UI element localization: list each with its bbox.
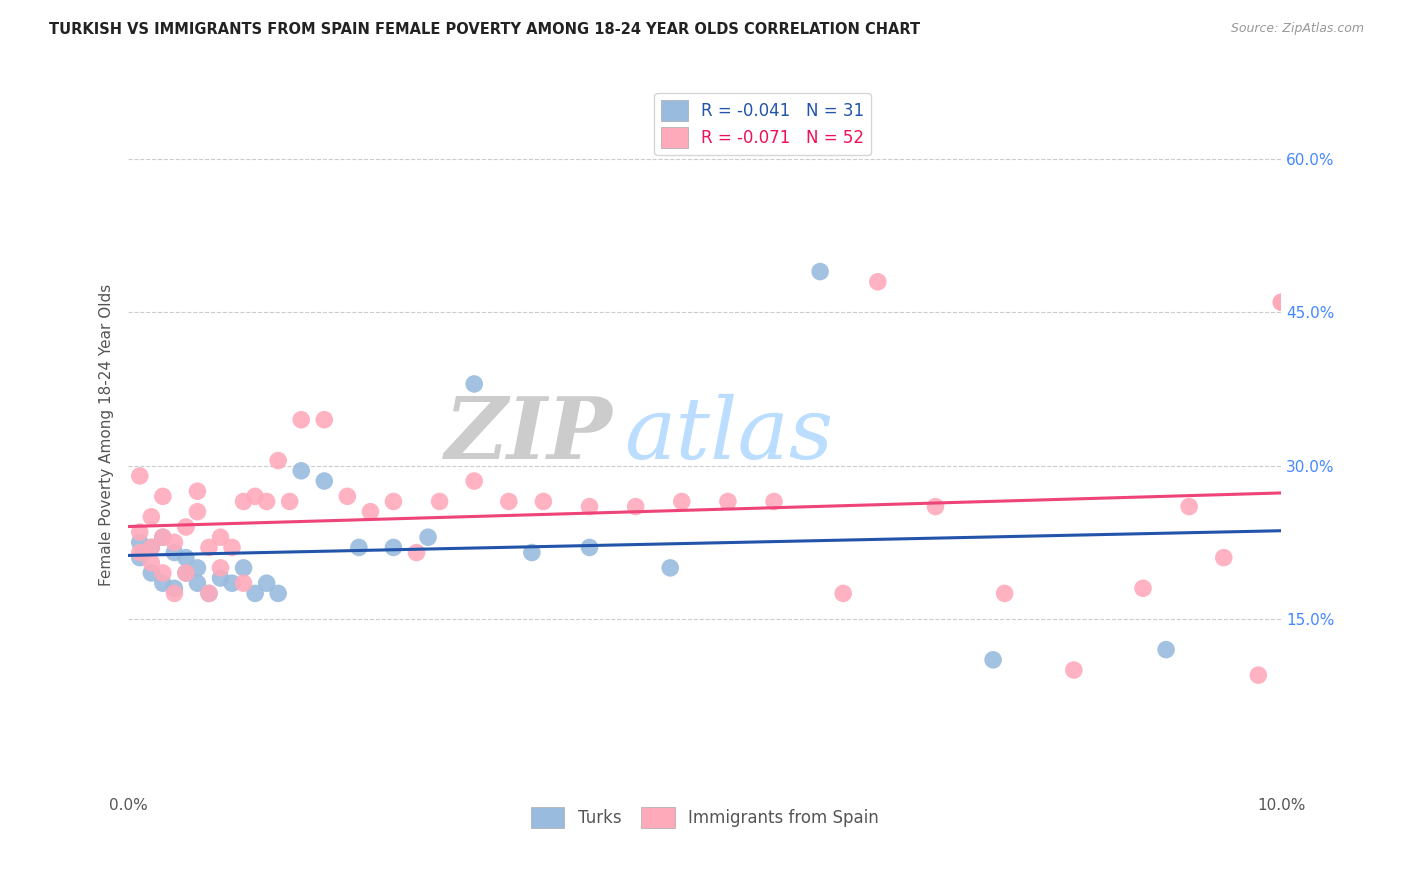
Point <box>416 530 439 544</box>
Point <box>659 561 682 575</box>
Text: Source: ZipAtlas.com: Source: ZipAtlas.com <box>1230 22 1364 36</box>
Point <box>578 500 600 514</box>
Point <box>198 586 221 600</box>
Point <box>174 520 197 534</box>
Point <box>994 586 1017 600</box>
Point <box>359 505 381 519</box>
Point <box>128 550 150 565</box>
Point <box>141 541 163 555</box>
Point <box>163 582 186 596</box>
Point <box>174 550 197 565</box>
Point <box>174 566 197 580</box>
Text: atlas: atlas <box>624 393 834 476</box>
Point <box>520 545 543 559</box>
Point <box>141 556 163 570</box>
Point <box>578 541 600 555</box>
Legend: Turks, Immigrants from Spain: Turks, Immigrants from Spain <box>524 801 886 834</box>
Point <box>314 474 336 488</box>
Point <box>1270 295 1292 310</box>
Point <box>866 275 889 289</box>
Point <box>186 576 208 591</box>
Point <box>141 509 163 524</box>
Point <box>128 525 150 540</box>
Point <box>763 494 786 508</box>
Point <box>290 413 312 427</box>
Point <box>128 545 150 559</box>
Point <box>429 494 451 508</box>
Point <box>267 453 290 467</box>
Point <box>163 535 186 549</box>
Point <box>808 264 831 278</box>
Text: ZIP: ZIP <box>444 393 613 477</box>
Point <box>152 530 174 544</box>
Point <box>314 413 336 427</box>
Point <box>1178 500 1201 514</box>
Point <box>221 576 243 591</box>
Y-axis label: Female Poverty Among 18-24 Year Olds: Female Poverty Among 18-24 Year Olds <box>100 284 114 586</box>
Point <box>347 541 370 555</box>
Point <box>232 576 254 591</box>
Point <box>382 494 405 508</box>
Point <box>498 494 520 508</box>
Point <box>209 530 232 544</box>
Point <box>198 586 221 600</box>
Point <box>232 494 254 508</box>
Point <box>163 545 186 559</box>
Point <box>152 566 174 580</box>
Point <box>531 494 554 508</box>
Point <box>1154 642 1177 657</box>
Point <box>1270 295 1292 310</box>
Point <box>1212 550 1234 565</box>
Point <box>463 376 485 391</box>
Point <box>290 464 312 478</box>
Point <box>624 500 647 514</box>
Point <box>221 541 243 555</box>
Text: TURKISH VS IMMIGRANTS FROM SPAIN FEMALE POVERTY AMONG 18-24 YEAR OLDS CORRELATIO: TURKISH VS IMMIGRANTS FROM SPAIN FEMALE … <box>49 22 921 37</box>
Point <box>382 541 405 555</box>
Point <box>717 494 740 508</box>
Point <box>209 561 232 575</box>
Point <box>243 586 266 600</box>
Point <box>186 505 208 519</box>
Point <box>243 489 266 503</box>
Point <box>152 489 174 503</box>
Point <box>1063 663 1085 677</box>
Point <box>232 561 254 575</box>
Point <box>141 566 163 580</box>
Point <box>152 530 174 544</box>
Point <box>198 541 221 555</box>
Point <box>278 494 301 508</box>
Point <box>186 484 208 499</box>
Point <box>405 545 427 559</box>
Point <box>174 566 197 580</box>
Point <box>256 494 278 508</box>
Point <box>128 469 150 483</box>
Point <box>1247 668 1270 682</box>
Point <box>128 535 150 549</box>
Point <box>141 541 163 555</box>
Point <box>1132 582 1154 596</box>
Point <box>671 494 693 508</box>
Point <box>163 586 186 600</box>
Point <box>267 586 290 600</box>
Point <box>463 474 485 488</box>
Point <box>924 500 946 514</box>
Point <box>336 489 359 503</box>
Point <box>186 561 208 575</box>
Point <box>209 571 232 585</box>
Point <box>832 586 855 600</box>
Point <box>256 576 278 591</box>
Point <box>152 576 174 591</box>
Point <box>981 653 1004 667</box>
